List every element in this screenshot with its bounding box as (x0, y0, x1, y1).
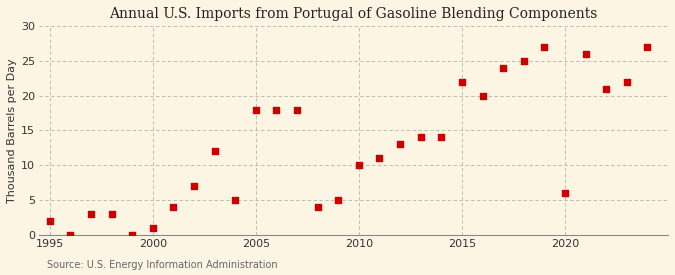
Point (65, 232, 76, 237)
Text: Source: U.S. Energy Information Administration: Source: U.S. Energy Information Administ… (47, 260, 278, 270)
Point (147, 226, 158, 230)
Point (271, 108, 282, 112)
Point (230, 198, 240, 202)
Point (333, 198, 344, 202)
Point (292, 108, 302, 112)
Point (415, 135, 426, 140)
Point (518, 59, 529, 63)
Point (313, 205, 323, 209)
Point (539, 45, 549, 49)
Point (642, 45, 653, 49)
Point (436, 135, 447, 140)
Point (106, 211, 117, 216)
Title: Annual U.S. Imports from Portugal of Gasoline Blending Components: Annual U.S. Imports from Portugal of Gas… (109, 7, 598, 21)
Point (209, 149, 220, 153)
Point (456, 80, 467, 84)
Point (250, 108, 261, 112)
Point (477, 94, 488, 98)
Point (45, 219, 55, 223)
Point (497, 66, 508, 70)
Point (168, 205, 179, 209)
Point (188, 184, 199, 188)
Point (354, 163, 364, 167)
Point (395, 142, 406, 147)
Point (374, 156, 385, 160)
Point (127, 232, 138, 237)
Point (86, 211, 97, 216)
Point (622, 80, 632, 84)
Point (580, 52, 591, 56)
Point (601, 87, 612, 91)
Point (560, 191, 570, 195)
Y-axis label: Thousand Barrels per Day: Thousand Barrels per Day (7, 58, 17, 203)
